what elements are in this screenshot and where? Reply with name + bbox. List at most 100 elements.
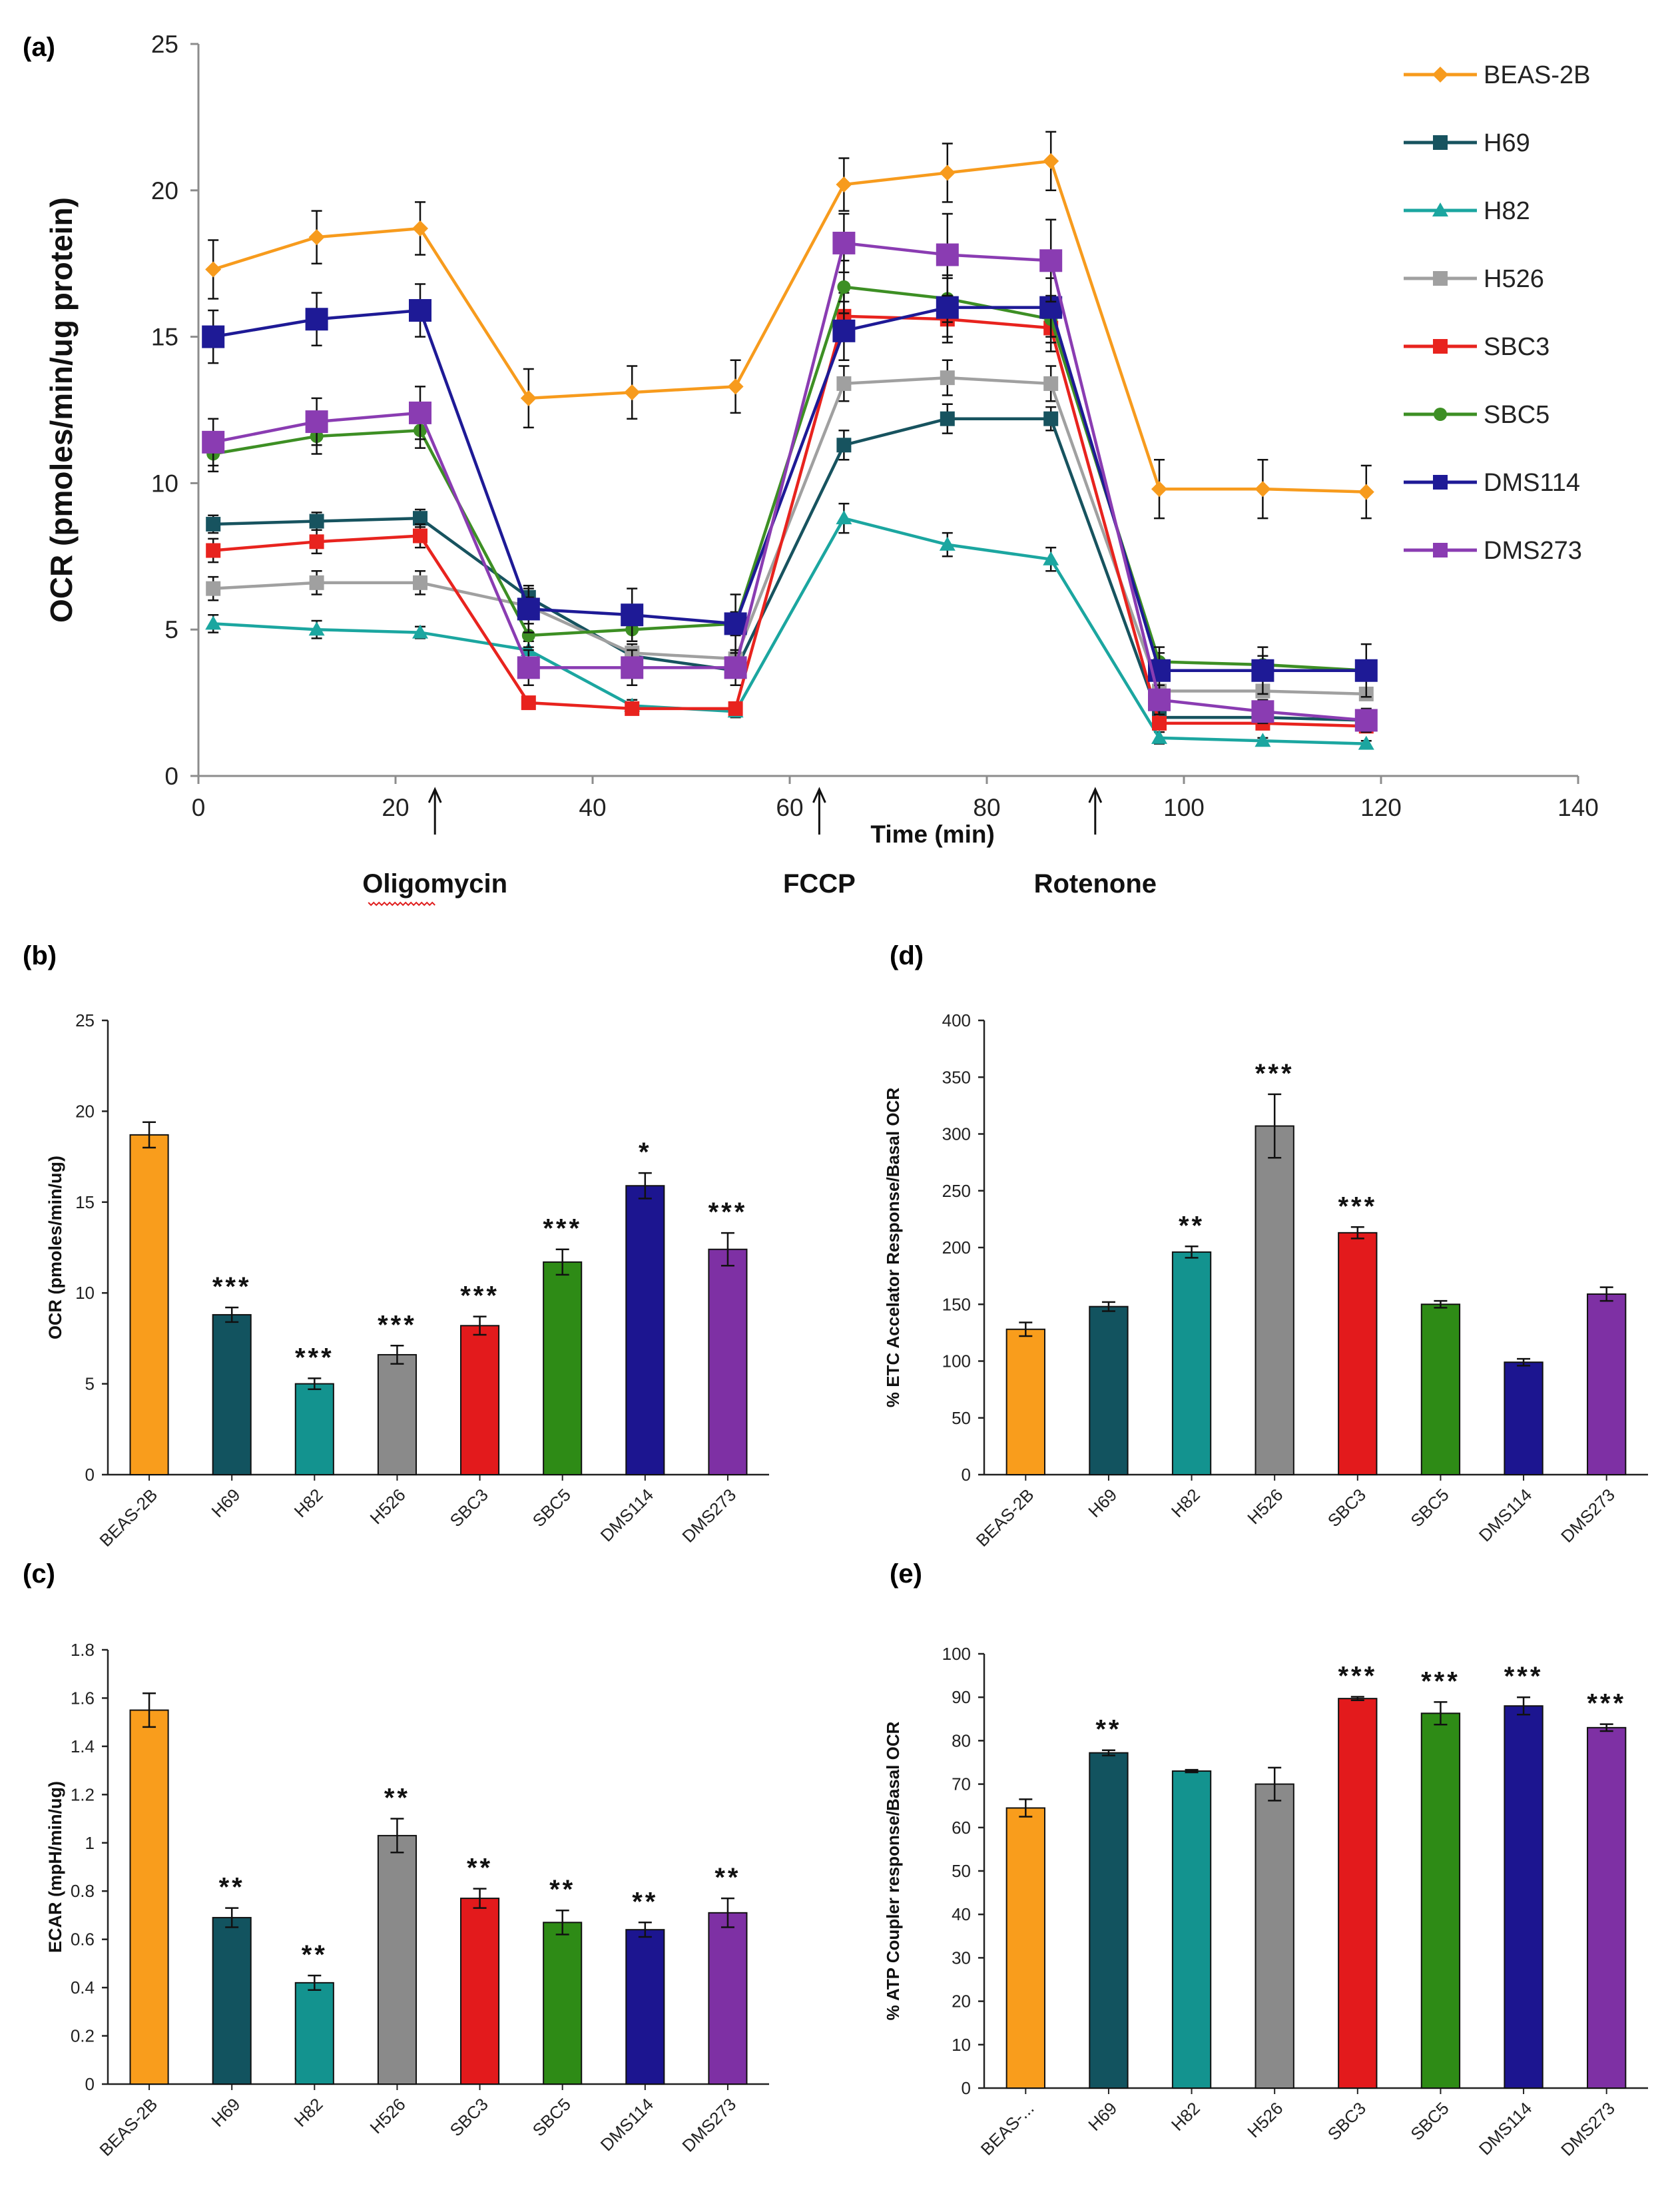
bar-dms273 [1587,1293,1627,1476]
bar-h526 [377,1353,417,1476]
y-tick-label: 0 [962,1465,971,1485]
significance-marker: ** [467,1854,493,1883]
bar-h526 [1255,1783,1294,2089]
data-point [1251,659,1274,682]
panel-label: (c) [23,1559,55,1589]
x-tick-label: 100 [1163,794,1205,821]
significance-marker: * [639,1138,652,1167]
y-tick-label: 100 [942,1644,971,1664]
data-point [1358,484,1374,500]
data-point [1043,551,1059,565]
bar-h82 [1171,1251,1212,1475]
legend-marker [1434,408,1447,421]
significance-marker: *** [1421,1666,1460,1696]
injection-arrow-head [427,787,442,803]
x-tick-label: H526 [366,2094,410,2137]
data-point [1043,411,1059,426]
data-point [832,231,856,254]
bar-h82 [1171,1770,1212,2089]
y-tick-label: 0.8 [71,1881,95,1901]
legend-item-h82: H82 [1404,197,1530,225]
x-tick-label: H82 [290,1485,327,1521]
data-point [1151,481,1167,498]
x-tick-label: SBC5 [1406,2098,1452,2144]
bar-sbc3 [1338,1232,1378,1475]
x-tick-label: H82 [290,2094,327,2131]
bar-dms273 [708,1248,748,1476]
significance-marker: *** [1255,1059,1294,1088]
y-tick-label: 25 [75,1010,95,1030]
data-point [309,514,324,529]
data-point [521,695,536,711]
x-tick-label: 20 [382,794,409,821]
x-tick-label: DMS273 [1557,2098,1619,2160]
y-tick-label: 350 [942,1067,971,1087]
y-axis-title: ECAR (mpH/min/ug) [45,1781,65,1953]
panel-label: (d) [890,941,924,970]
significance-marker: *** [295,1343,334,1372]
y-tick-label: 10 [952,2035,971,2055]
y-tick-label: 200 [942,1238,971,1258]
significance-marker: ** [302,1940,328,1970]
data-point [205,261,222,278]
data-point [936,243,959,266]
bar-h82 [294,1383,334,1476]
panel-d-bar-chart: (d) 0 50 100 150 200 250 300 350 400 % ETC Accelat… [883,941,1648,1551]
y-tick-label: 250 [942,1181,971,1201]
legend-label: SBC5 [1484,401,1549,429]
legend-item-dms114: DMS114 [1404,469,1580,497]
significance-marker: *** [212,1272,252,1301]
y-tick-label: 0 [164,763,178,790]
y-tick-label: 100 [942,1351,971,1371]
bar-sbc5 [543,1922,583,2085]
x-tick-label: 120 [1360,794,1402,821]
data-point [520,641,537,656]
significance-marker: ** [1095,1715,1121,1744]
data-point [413,528,427,544]
y-tick-label: 0.4 [71,1978,95,1998]
data-point [1039,249,1063,272]
significance-marker: *** [1504,1662,1543,1691]
y-tick-label: 0 [85,1465,95,1485]
injection-arrow-head [812,787,826,803]
data-point [836,177,852,193]
legend-marker [1433,543,1448,557]
y-tick-label: 15 [151,324,178,351]
data-point [202,325,225,348]
data-point [728,701,743,716]
series-line-h82 [213,516,1366,745]
series-sbc3 [206,292,1374,734]
data-point [624,384,641,401]
bar-h69 [1089,1752,1129,2089]
bar-dms114 [625,1185,665,1476]
y-axis-title: OCR (pmoles/min/ug) [45,1156,65,1339]
y-tick-label: 1.4 [71,1736,95,1756]
significance-marker: ** [632,1887,658,1916]
data-point [621,603,644,627]
data-point [412,220,428,236]
data-point [832,319,856,342]
legend-label: DMS114 [1484,469,1580,497]
data-point [1148,688,1171,711]
data-point [409,299,431,322]
bar-beas-2b [1005,1328,1045,1476]
legend-item-dms273: DMS273 [1404,537,1582,565]
data-point [520,390,537,406]
y-axis-title: OCR (pmoles/min/ug protein) [44,197,79,623]
data-point [1354,709,1378,732]
data-point [939,165,956,181]
bar-dms114 [625,1929,665,2085]
x-tick-label: BEAS-2B [95,1485,161,1551]
x-tick-label: DMS114 [1475,2098,1536,2159]
y-tick-label: 150 [942,1294,971,1314]
bar-sbc3 [460,1898,500,2085]
legend-item-sbc3: SBC3 [1404,333,1549,361]
x-tick-label: 80 [973,794,1000,821]
data-point [940,370,955,386]
data-point [1354,659,1378,682]
legend-label: H69 [1484,129,1530,157]
y-tick-label: 20 [75,1101,95,1121]
series-line-sbc3 [213,314,1366,728]
y-tick-label: 1.8 [71,1640,95,1660]
x-tick-label: BEAS-2B [95,2094,161,2160]
